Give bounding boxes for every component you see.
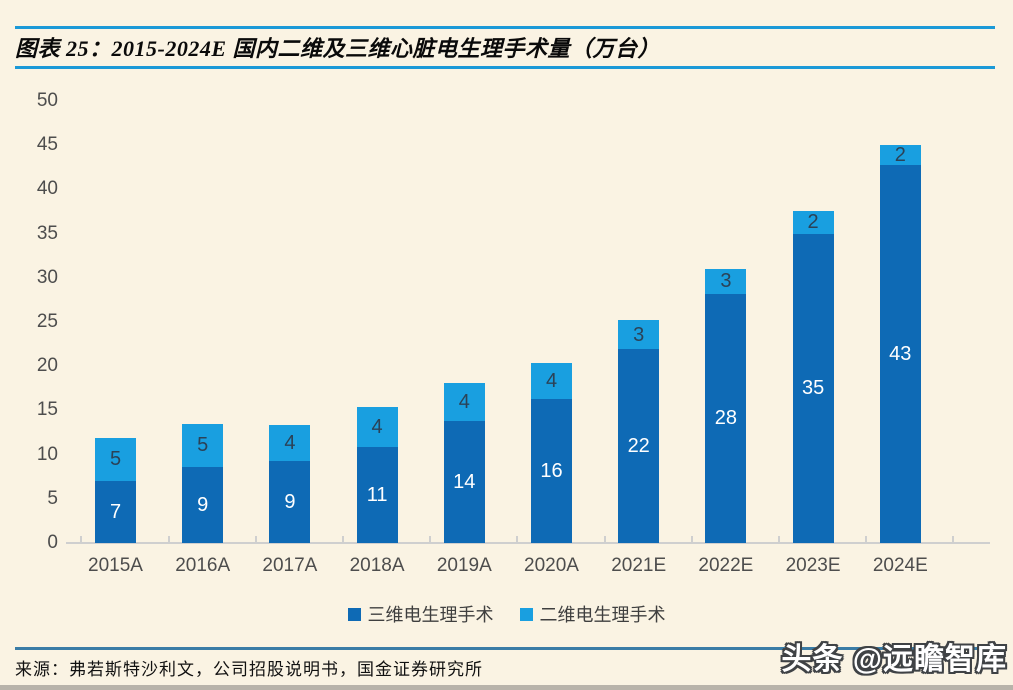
y-tick-label: 45: [36, 134, 58, 156]
bar-segment-3d: 28: [705, 293, 747, 543]
x-axis-tick: [429, 536, 432, 543]
legend-label: 三维电生理手术: [367, 605, 494, 625]
bar-segment-3d: 22: [618, 349, 660, 543]
bar-segment-2d: 5: [182, 423, 224, 467]
bar-value-label: 4: [458, 390, 470, 413]
x-axis-baseline: [66, 542, 990, 544]
bar-value-label: 43: [889, 342, 912, 365]
bar-segment-2d: 4: [269, 424, 311, 461]
header-rule-bottom: [15, 66, 995, 69]
legend-item: 二维电生理手术: [519, 601, 666, 627]
bar-value-label: 4: [284, 431, 296, 454]
bar-value-label: 9: [197, 493, 209, 516]
header-rule-top: [15, 26, 995, 29]
bar-value-label: 5: [109, 448, 122, 471]
bar-segment-2d: 3: [618, 320, 660, 350]
bar-segment-3d: 43: [879, 164, 921, 543]
bar-segment-2d: 4: [356, 406, 398, 447]
bar-value-label: 2: [807, 211, 819, 234]
bar-segment-3d: 7: [95, 481, 136, 543]
y-axis: 0 5 10 15 20 25 30 35 40 45 50: [18, 90, 58, 553]
y-tick-label: 50: [36, 90, 58, 111]
legend-swatch: [347, 607, 361, 621]
x-axis-tick: [80, 536, 83, 543]
x-tick-label: 2022E: [698, 555, 754, 576]
x-tick-label: 2017A: [262, 555, 318, 576]
bar-value-label: 2: [894, 143, 906, 166]
footer-rule: [15, 647, 998, 650]
y-tick-label: 20: [36, 355, 58, 377]
legend-item: 三维电生理手术: [347, 601, 494, 627]
bar-segment-3d: 35: [792, 233, 834, 543]
bar-value-label: 11: [366, 483, 388, 506]
bar-segment-3d: 11: [356, 446, 398, 543]
x-axis-tick: [254, 536, 257, 543]
bar-segment-2d: 2: [792, 210, 834, 234]
bar-segment-3d: 9: [182, 466, 224, 543]
y-tick-label: 30: [36, 266, 58, 288]
bar-value-label: 3: [720, 270, 732, 293]
figure-title: 图表 25：2015-2024E 国内二维及三维心脏电生理手术量（万台）: [15, 36, 661, 61]
y-tick-label: 15: [36, 399, 58, 421]
x-axis-tick: [952, 536, 955, 543]
bar-chart-plot-area: 7 5 2015A 9 5 2016A 9 4 2017A 11 4 2018A 14 4 2019A 16 4…: [66, 101, 990, 576]
bar-value-label: 9: [284, 490, 296, 513]
x-axis-tick: [516, 536, 519, 543]
bar-value-label: 3: [633, 323, 645, 346]
page-bottom-edge: [0, 685, 1013, 690]
bar-segment-2d: 4: [443, 382, 485, 421]
bar-value-label: 7: [109, 501, 122, 524]
y-tick-label: 40: [36, 178, 58, 200]
bar-value-label: 4: [371, 415, 383, 438]
x-tick-label: 2023E: [785, 555, 841, 576]
x-axis-tick: [778, 536, 780, 543]
bar-value-label: 5: [197, 434, 209, 457]
bar-segment-3d: 16: [531, 398, 572, 543]
x-axis-tick: [865, 536, 868, 543]
bar-value-label: 35: [801, 377, 825, 400]
x-axis-tick: [167, 536, 170, 543]
bar-segment-3d: 14: [443, 421, 485, 543]
y-tick-label: 10: [36, 443, 58, 465]
y-tick-label: 5: [47, 487, 58, 509]
bar-value-label: 22: [627, 435, 650, 458]
bar-value-label: 14: [453, 470, 476, 493]
bar-segment-2d: 5: [95, 437, 136, 482]
legend-swatch: [519, 607, 533, 621]
bar-value-label: 28: [714, 407, 738, 430]
x-tick-label: 2019A: [436, 555, 492, 576]
y-tick-label: 0: [47, 532, 58, 553]
watermark-yuanzhan-zhiku: 头条 @远瞻智库: [781, 643, 1007, 676]
y-tick-label: 25: [36, 311, 58, 332]
source-note: 来源：弗若斯特沙利文，公司招股说明书，国金证券研究所: [15, 660, 483, 679]
x-tick-label: 2015A: [88, 555, 143, 576]
bar-value-label: 4: [545, 369, 558, 392]
bar-segment-3d: 9: [269, 460, 311, 543]
bar-segment-2d: 4: [531, 362, 572, 399]
x-tick-label: 2016A: [175, 555, 231, 576]
bar-segment-2d: 3: [705, 268, 747, 294]
x-axis-tick: [603, 536, 606, 543]
bar-value-label: 16: [540, 459, 563, 482]
y-tick-label: 35: [36, 222, 58, 244]
x-tick-label: 2024E: [872, 555, 928, 576]
x-tick-label: 2018A: [349, 555, 405, 576]
x-tick-label: 2020A: [524, 555, 579, 576]
chart-legend: 三维电生理手术 二维电生理手术: [0, 601, 1013, 627]
x-axis-tick: [342, 536, 344, 543]
x-tick-label: 2021E: [611, 555, 667, 576]
legend-label: 二维电生理手术: [539, 605, 666, 625]
bar-segment-2d: 2: [879, 143, 921, 166]
x-axis-tick: [690, 536, 693, 543]
